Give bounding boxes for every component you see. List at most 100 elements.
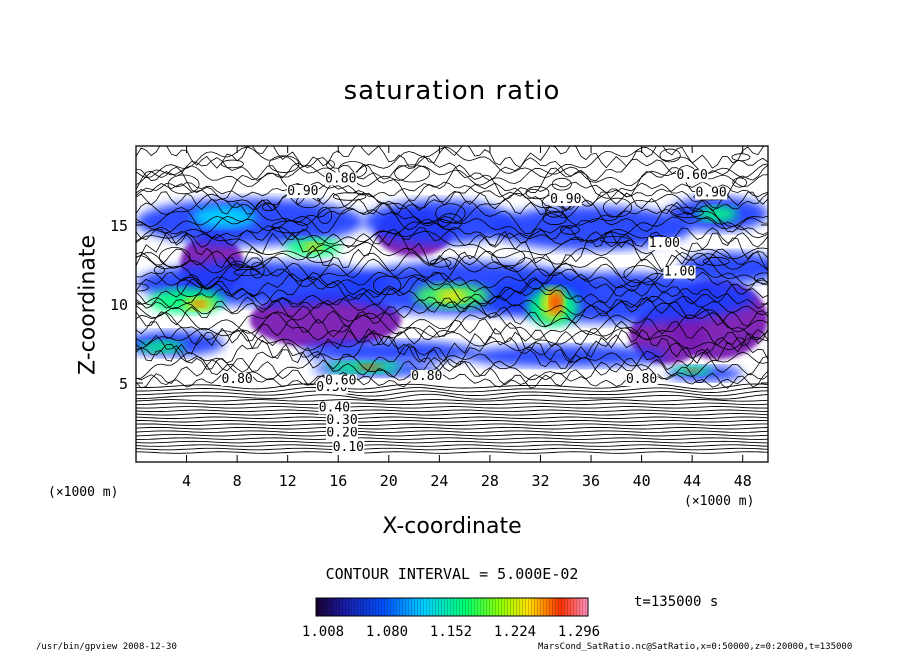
contour-line xyxy=(136,390,768,397)
x-tick-label: 32 xyxy=(531,472,549,490)
contour-loop xyxy=(525,186,550,200)
contour-label: 0.80 xyxy=(411,369,442,384)
contour-line xyxy=(136,437,768,440)
contour-loop xyxy=(306,250,334,263)
contour-label-bg xyxy=(324,374,357,388)
contour-label-bg xyxy=(332,440,365,454)
contour-label-bg xyxy=(648,237,681,251)
contour-loop xyxy=(560,225,580,235)
y-tick-label: 15 xyxy=(110,217,128,235)
x-tick-label: 24 xyxy=(430,472,448,490)
x-axis: 4 8 12 16 20 24 28 32 36 40 44 48 xyxy=(182,146,752,490)
contour-line xyxy=(136,252,768,290)
x-tick-label: 28 xyxy=(481,472,499,490)
contour-label-bg xyxy=(326,426,359,440)
contour-line xyxy=(136,413,768,416)
contour-line xyxy=(136,447,768,451)
contour-line xyxy=(136,287,768,310)
x-tick-label: 36 xyxy=(582,472,600,490)
contour-label: 0.40 xyxy=(319,400,350,415)
saturation-cell xyxy=(192,300,206,308)
colorbar-tick: 1.296 xyxy=(557,624,601,640)
contour-label: 0.80 xyxy=(325,171,356,186)
contour-line xyxy=(136,451,768,454)
y-tick-label: 5 xyxy=(119,375,128,393)
contour-line xyxy=(136,302,768,336)
contour-loop xyxy=(551,177,572,191)
contour-interval: CONTOUR INTERVAL = 5.000E-02 xyxy=(325,565,579,583)
contour-line xyxy=(136,444,768,447)
contour-line xyxy=(136,399,768,402)
contour-line xyxy=(136,296,768,328)
contour-loop xyxy=(430,258,452,268)
contour-label: 0.90 xyxy=(695,186,726,201)
contour-label-bg xyxy=(695,186,728,200)
x-axis-label: X-coordinate xyxy=(382,514,522,539)
contour-line xyxy=(136,406,768,409)
contour-loop xyxy=(167,174,200,195)
saturation-cell xyxy=(489,206,693,251)
contour-loop xyxy=(326,160,335,169)
saturation-cell xyxy=(302,242,324,252)
contour-loop xyxy=(603,197,633,218)
x-tick-label: 12 xyxy=(279,472,297,490)
x-tick-label: 48 xyxy=(734,472,752,490)
saturation-cell xyxy=(192,206,257,229)
contour-label-bg xyxy=(324,172,357,186)
contour-loop xyxy=(491,247,526,267)
contour-loop xyxy=(250,262,265,279)
colorbar-tick: 1.224 xyxy=(493,624,537,640)
contour-loop xyxy=(599,235,630,244)
contour-line xyxy=(136,163,768,202)
contour-line xyxy=(136,416,768,419)
contour-label: 0.20 xyxy=(326,426,357,441)
contour-label-bg xyxy=(221,373,254,386)
chart-title: saturation ratio xyxy=(343,76,561,106)
contour-line xyxy=(136,248,768,281)
contour-label: 0.90 xyxy=(550,192,581,207)
saturation-cell xyxy=(357,364,383,371)
contour-loop xyxy=(623,265,658,284)
contour-label-bg xyxy=(676,169,709,183)
contour-loop xyxy=(435,203,466,224)
contour-loop xyxy=(332,192,367,201)
contour-line xyxy=(136,318,768,347)
contour-label: 0.80 xyxy=(221,372,252,387)
x-unit-label: (×1000 m) xyxy=(684,494,754,509)
contour-label: 0.10 xyxy=(333,440,364,455)
saturation-cell xyxy=(300,340,478,363)
y-tick-label: 10 xyxy=(110,296,128,314)
contour-line xyxy=(136,386,768,394)
contour-line xyxy=(136,419,768,423)
colorbar-stripes xyxy=(316,598,588,616)
contour-loop xyxy=(542,211,568,226)
contour-line xyxy=(136,191,768,216)
contour-loop xyxy=(702,257,730,266)
colorbar-tick: 1.152 xyxy=(429,624,473,640)
contour-loop xyxy=(670,207,704,218)
y-axis: 5 10 15 xyxy=(110,217,768,393)
contour-label: 0.80 xyxy=(626,372,657,387)
contour-label: 0.90 xyxy=(287,184,318,199)
colorbar xyxy=(315,597,589,617)
contour-line xyxy=(136,423,768,426)
y-axis-label: Z-coordinate xyxy=(75,235,101,375)
saturation-cell xyxy=(249,291,402,349)
contour-line xyxy=(136,182,768,210)
contour-loop xyxy=(136,283,149,292)
contour-line xyxy=(136,164,768,188)
contour-label: 0.60 xyxy=(325,374,356,389)
contour-loop xyxy=(372,275,402,295)
contour-line xyxy=(136,311,768,341)
x-tick-label: 20 xyxy=(380,472,398,490)
contour-loop xyxy=(268,155,300,173)
saturation-cell xyxy=(684,367,700,373)
contour-line xyxy=(136,402,768,406)
contour-loop xyxy=(437,213,463,231)
contour-label-bg xyxy=(318,401,351,415)
contour-line xyxy=(136,356,768,389)
contour-line xyxy=(136,294,768,316)
contour-loop xyxy=(659,148,681,163)
x-tick-label: 40 xyxy=(633,472,651,490)
x-tick-label: 16 xyxy=(329,472,347,490)
